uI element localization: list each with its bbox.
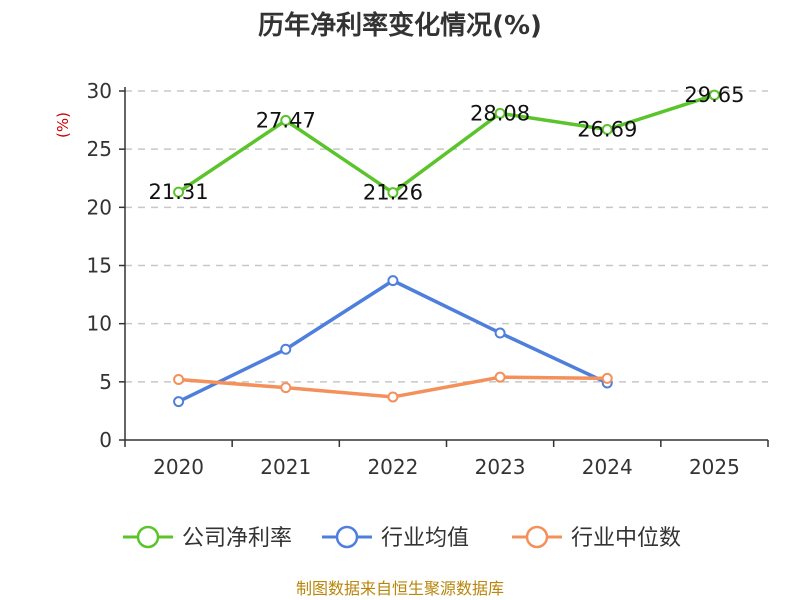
series-layer [173,89,720,408]
legend[interactable]: 公司净利率 行业均值 行业中位数 [123,525,681,551]
x-tick-label: 2022 [367,455,418,479]
data-label: 21.31 [149,180,209,204]
data-point[interactable] [387,275,399,287]
data-point[interactable] [601,372,613,384]
data-point[interactable] [387,187,399,199]
y-tick-label: 20 [87,195,112,219]
data-point[interactable] [494,107,506,119]
data-label: 21.26 [363,181,423,205]
y-tick-label: 10 [87,312,112,336]
legend-item-0[interactable]: 公司净利率 [123,525,292,551]
legend-swatch-marker [525,525,549,549]
data-point[interactable] [387,391,399,403]
data-label: 27.47 [256,108,316,132]
x-tick-label: 2025 [689,455,740,479]
legend-swatch-marker [136,525,160,549]
legend-label: 行业中位数 [571,526,681,551]
data-label: 28.08 [470,101,530,125]
data-point[interactable] [280,343,292,355]
legend-label: 公司净利率 [182,526,292,551]
data-point[interactable] [708,89,720,101]
data-point[interactable] [173,186,185,198]
y-tick-label: 0 [99,428,112,452]
series-line-0 [177,93,715,195]
grid-lines [125,90,768,383]
source-note: 制图数据来自恒生聚源数据库 [296,579,504,598]
data-point[interactable] [280,114,292,126]
data-point[interactable] [494,327,506,339]
y-tick-label: 30 [87,79,112,103]
data-point[interactable] [494,371,506,383]
y-tick-label: 5 [99,370,112,394]
y-tick-label: 25 [87,137,112,161]
data-label: 29.65 [684,83,744,107]
data-point[interactable] [173,374,185,386]
y-axis-unit: (%) [54,112,72,138]
data-labels: 21.31 27.47 21.26 28.08 26.69 29.65 [149,83,745,205]
x-tick-label: 2024 [582,455,633,479]
chart-title: 历年净利率变化情况(%) [258,10,542,41]
x-tick-label: 2020 [153,455,204,479]
x-tick-label: 2023 [475,455,526,479]
legend-item-1[interactable]: 行业均值 [322,525,469,551]
data-label: 26.69 [577,118,637,142]
legend-item-2[interactable]: 行业中位数 [512,525,681,551]
legend-swatch-marker [335,525,359,549]
y-tick-label: 15 [87,254,112,278]
data-point[interactable] [173,396,185,408]
legend-label: 行业均值 [381,526,469,551]
data-point[interactable] [280,382,292,394]
x-tick-label: 2021 [260,455,311,479]
data-point[interactable] [601,124,613,136]
